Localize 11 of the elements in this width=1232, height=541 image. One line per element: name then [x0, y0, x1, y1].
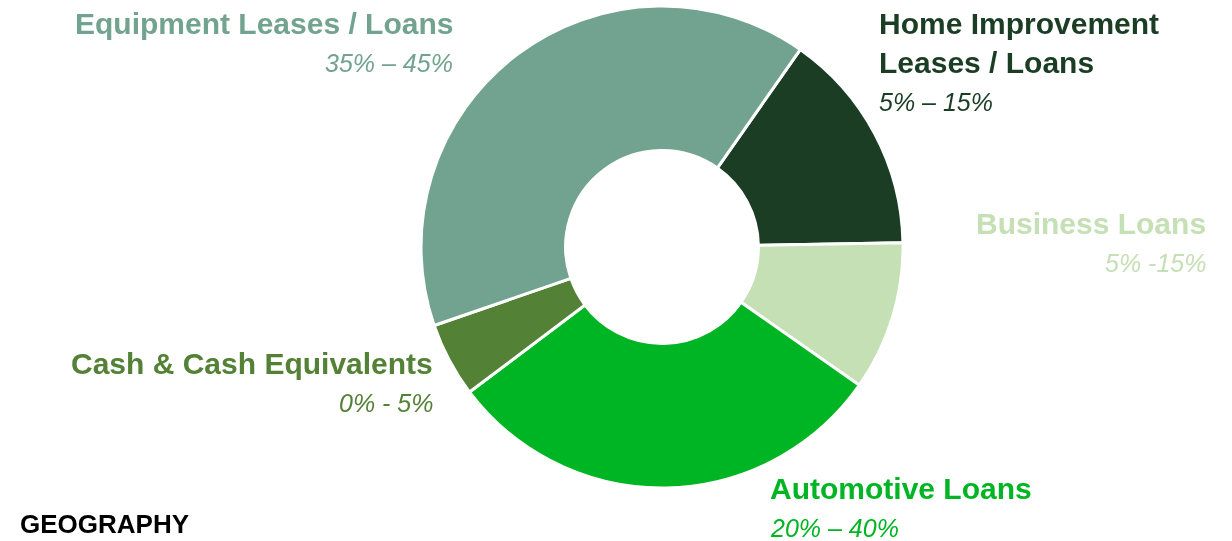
text: 35% – 45%: [325, 49, 453, 77]
text: GEOGRAPHY: [20, 509, 190, 539]
text: 5% – 15%: [879, 88, 993, 116]
text: 5% -15%: [1105, 249, 1207, 277]
slice-label: Business Loans: [976, 207, 1207, 240]
text: 0% - 5%: [339, 389, 434, 417]
slice-label: Home Improvement Leases / Loans: [879, 7, 1160, 79]
text: 20% – 40%: [770, 514, 899, 541]
slice-label: Cash & Cash Equivalents: [71, 347, 433, 380]
slice-label: Equipment Leases / Loans: [75, 7, 454, 40]
slice-label: Automotive Loans: [770, 472, 1032, 505]
